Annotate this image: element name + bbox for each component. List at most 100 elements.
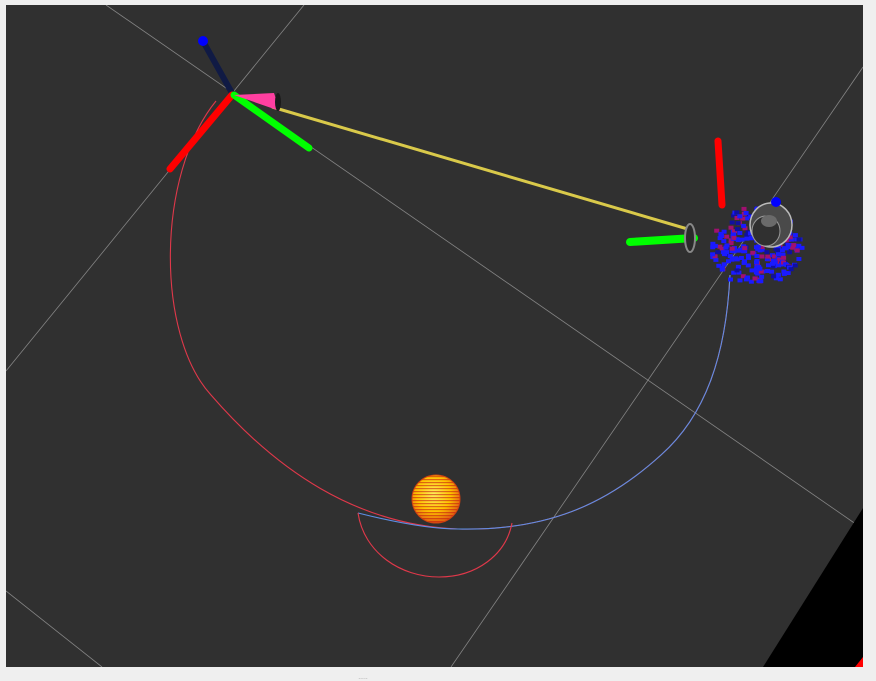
trajectory-arc-blue xyxy=(357,274,731,530)
voxel xyxy=(719,265,725,270)
voxel xyxy=(779,248,785,253)
voxel xyxy=(721,239,727,244)
voxel xyxy=(710,241,716,246)
voxel xyxy=(721,229,727,234)
voxel xyxy=(741,206,747,211)
voxel xyxy=(765,254,771,259)
voxel xyxy=(716,263,722,268)
voxel xyxy=(777,257,783,262)
voxel xyxy=(770,261,775,266)
voxel xyxy=(731,213,737,218)
voxel xyxy=(742,226,748,231)
voxel xyxy=(743,211,749,215)
voxel xyxy=(796,237,802,242)
voxel xyxy=(749,268,755,273)
voxel xyxy=(720,250,726,255)
voxel xyxy=(734,216,740,220)
voxel xyxy=(757,248,763,253)
voxel xyxy=(775,272,781,277)
voxel xyxy=(746,255,751,260)
voxel xyxy=(729,220,735,225)
cone-cap xyxy=(275,93,281,111)
voxel xyxy=(710,245,716,250)
black-corner-region xyxy=(763,508,863,667)
voxel xyxy=(710,252,716,257)
voxel xyxy=(783,246,789,251)
voxel xyxy=(745,263,751,268)
voxel xyxy=(729,246,735,251)
voxel xyxy=(724,243,730,248)
voxel xyxy=(731,270,737,275)
grid-line xyxy=(6,5,305,372)
voxel xyxy=(714,228,720,233)
voxel xyxy=(742,246,748,251)
voxel xyxy=(794,248,800,253)
voxel xyxy=(755,244,761,249)
voxel xyxy=(744,216,750,221)
voxel xyxy=(790,245,796,250)
viewport-background xyxy=(6,5,863,667)
trajectory-arcs xyxy=(169,100,731,578)
voxel xyxy=(780,252,786,257)
voxel xyxy=(785,271,791,275)
3d-viewport[interactable] xyxy=(6,5,863,667)
voxel xyxy=(770,264,776,269)
target-sphere xyxy=(411,474,461,524)
voxel xyxy=(721,262,727,267)
voxel xyxy=(796,257,802,261)
voxel xyxy=(729,257,735,262)
voxel xyxy=(744,232,750,237)
voxel xyxy=(765,269,771,273)
gripper-head xyxy=(749,202,793,248)
voxel xyxy=(781,269,787,274)
voxel xyxy=(754,260,759,265)
x-axis-red xyxy=(166,91,236,173)
voxel xyxy=(756,278,762,283)
voxel xyxy=(766,263,771,268)
voxel xyxy=(754,267,760,272)
link-beam xyxy=(271,105,692,232)
voxel xyxy=(759,254,765,259)
voxel xyxy=(771,274,777,279)
voxel xyxy=(735,264,741,269)
small-arc-red xyxy=(357,512,513,578)
voxel xyxy=(769,269,775,274)
voxel xyxy=(734,227,740,232)
voxel xyxy=(748,279,754,284)
voxel xyxy=(781,255,787,260)
cone-marker xyxy=(234,93,280,111)
scene-canvas[interactable] xyxy=(6,5,863,667)
voxel xyxy=(777,277,783,282)
voxel xyxy=(772,260,778,265)
voxel xyxy=(758,269,764,274)
voxel xyxy=(788,237,794,242)
voxel xyxy=(737,231,743,235)
voxel xyxy=(744,236,750,241)
voxel xyxy=(735,221,741,226)
red-corner-mark xyxy=(855,657,863,667)
y-axis-green xyxy=(626,234,698,246)
voxel xyxy=(737,278,743,283)
voxel xyxy=(785,243,791,247)
splitter-handle[interactable]: ..... xyxy=(358,675,368,681)
voxel xyxy=(775,252,781,257)
voxel xyxy=(739,237,745,242)
voxel xyxy=(787,250,793,255)
z-axis-tip xyxy=(198,36,208,46)
voxel xyxy=(725,253,730,258)
grid-line xyxy=(450,66,863,667)
voxel xyxy=(773,276,779,281)
voxel xyxy=(728,225,734,230)
voxel xyxy=(788,267,794,272)
voxel xyxy=(772,254,778,259)
voxel xyxy=(742,259,747,264)
voxel xyxy=(715,250,721,255)
voxel xyxy=(792,263,798,268)
voxel xyxy=(738,256,744,260)
voxel xyxy=(756,264,762,269)
voxel xyxy=(787,235,793,240)
robot-cluster xyxy=(626,137,805,284)
voxel xyxy=(747,231,753,236)
voxel xyxy=(728,277,733,282)
